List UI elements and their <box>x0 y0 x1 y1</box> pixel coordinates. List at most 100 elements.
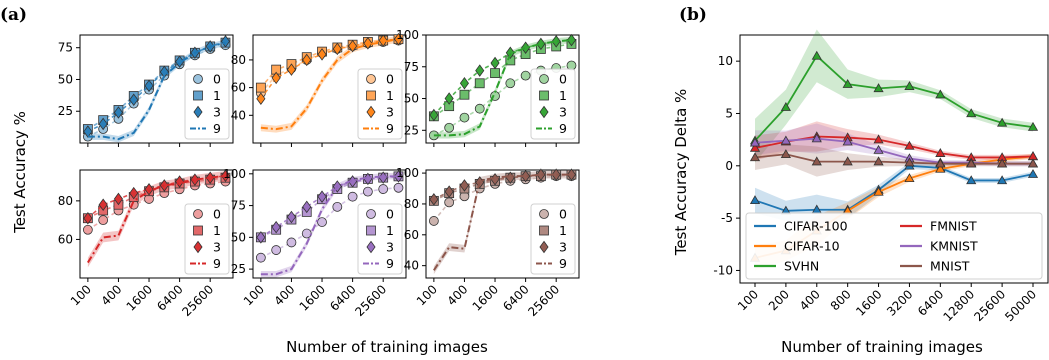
x-tick-label: 100 <box>241 282 267 308</box>
series-0-point <box>520 70 531 81</box>
x-tick-label: 1600 <box>853 287 884 318</box>
series-point <box>873 156 884 166</box>
legend-label: 0 <box>213 207 221 222</box>
series-0-point <box>444 197 455 208</box>
y-tick-label: 60 <box>231 81 246 95</box>
x-tick-label: 100 <box>68 282 94 308</box>
subplot-1: 25 50 75 01 39 <box>58 34 234 147</box>
y-tick-label: 60 <box>58 232 73 246</box>
series-9-line <box>87 174 226 264</box>
series-point <box>780 149 791 158</box>
x-tick-label: 400 <box>98 282 124 308</box>
legend: CIFAR-100 CIFAR-10 SVHN FMNIST KMNIST MNIST <box>745 212 1043 280</box>
series-point <box>904 140 915 150</box>
legend-label: 9 <box>213 256 221 271</box>
series-0-point <box>474 103 485 114</box>
series-3-point <box>129 186 139 200</box>
series-0-point <box>459 112 470 123</box>
legend: 01 39 <box>530 203 576 275</box>
legend-label: 1 <box>559 88 567 103</box>
series-point <box>935 89 946 99</box>
series-9-line <box>260 175 399 276</box>
legend: 01 39 <box>184 68 230 140</box>
series-3-point <box>98 198 108 211</box>
legend-label: MNIST <box>930 259 970 274</box>
series-3-point <box>475 64 485 77</box>
panel-label-a: (a) <box>0 5 27 25</box>
series-1-line <box>87 176 226 219</box>
x-tick-label: 3200 <box>884 287 915 318</box>
series-point <box>1027 168 1039 178</box>
series-0-point <box>301 228 312 239</box>
series-3-point <box>444 185 454 198</box>
series-0-point <box>255 252 266 263</box>
series-3-point <box>459 179 469 192</box>
series-3-point <box>286 210 296 224</box>
series-point <box>997 158 1008 168</box>
y-tick-label: 80 <box>58 194 73 208</box>
y-tick-label: 0 <box>725 159 733 173</box>
series-0-point <box>317 217 327 227</box>
series-3-point <box>159 179 169 192</box>
legend-box <box>530 203 576 275</box>
series-point <box>873 144 884 154</box>
series-0-line <box>87 44 226 138</box>
legend-swatch <box>539 90 549 101</box>
legend-label: 1 <box>213 223 221 238</box>
legend-swatch <box>539 225 549 236</box>
legend-box <box>357 203 403 275</box>
legend-swatch <box>366 225 376 236</box>
series-line <box>754 54 1034 142</box>
series-point <box>749 152 761 162</box>
y-tick-label: 40 <box>404 259 419 273</box>
series-point <box>873 83 884 93</box>
legend-label: 1 <box>213 88 221 103</box>
y-tick-label: -5 <box>721 211 733 225</box>
series-point <box>966 158 977 168</box>
y-tick-label: 25 <box>231 262 246 276</box>
series-0-point <box>444 122 455 133</box>
x-tick-label: 25600 <box>179 282 216 319</box>
series-point <box>811 133 822 143</box>
series-point <box>873 134 884 144</box>
legend-swatch <box>193 90 203 101</box>
y-tick-label: 25 <box>58 104 73 118</box>
series-point <box>780 135 791 145</box>
legend-label: 9 <box>559 256 567 271</box>
y-tick-label: 5 <box>725 106 733 120</box>
legend-box <box>530 68 576 140</box>
legend-label: 9 <box>386 256 394 271</box>
series-3-point <box>129 93 139 107</box>
series-point <box>997 175 1008 185</box>
series-3-point <box>286 63 296 76</box>
legend-swatch <box>366 90 376 101</box>
legend-label: 3 <box>386 105 394 120</box>
series-3-point <box>444 92 454 105</box>
legend-label: CIFAR-10 <box>784 239 840 254</box>
x-tick-label: 25600 <box>352 282 389 319</box>
legend: 01 39 <box>357 68 403 140</box>
series-3-point <box>566 168 577 181</box>
series-3-point <box>113 192 123 206</box>
series-3-point <box>566 33 577 47</box>
legend: 01 39 <box>357 203 403 275</box>
legend-label: 0 <box>386 72 394 87</box>
x-tick-label: 100 <box>414 282 440 308</box>
series-0-point <box>82 224 93 235</box>
series-3-point <box>393 170 404 183</box>
y-tick-label: 75 <box>231 199 246 213</box>
subplot-3: 25 50 75 100 01 39 <box>396 28 580 147</box>
series-3-point <box>332 42 342 56</box>
series-0-point <box>271 245 282 255</box>
legend-swatch <box>366 209 376 219</box>
series-3-point <box>429 193 439 206</box>
series-point <box>749 195 761 205</box>
series-3-point <box>302 200 312 214</box>
series-3-point <box>393 32 404 46</box>
series-3-point <box>551 168 561 181</box>
series-9-line <box>87 41 226 141</box>
series-0-point <box>332 201 343 212</box>
